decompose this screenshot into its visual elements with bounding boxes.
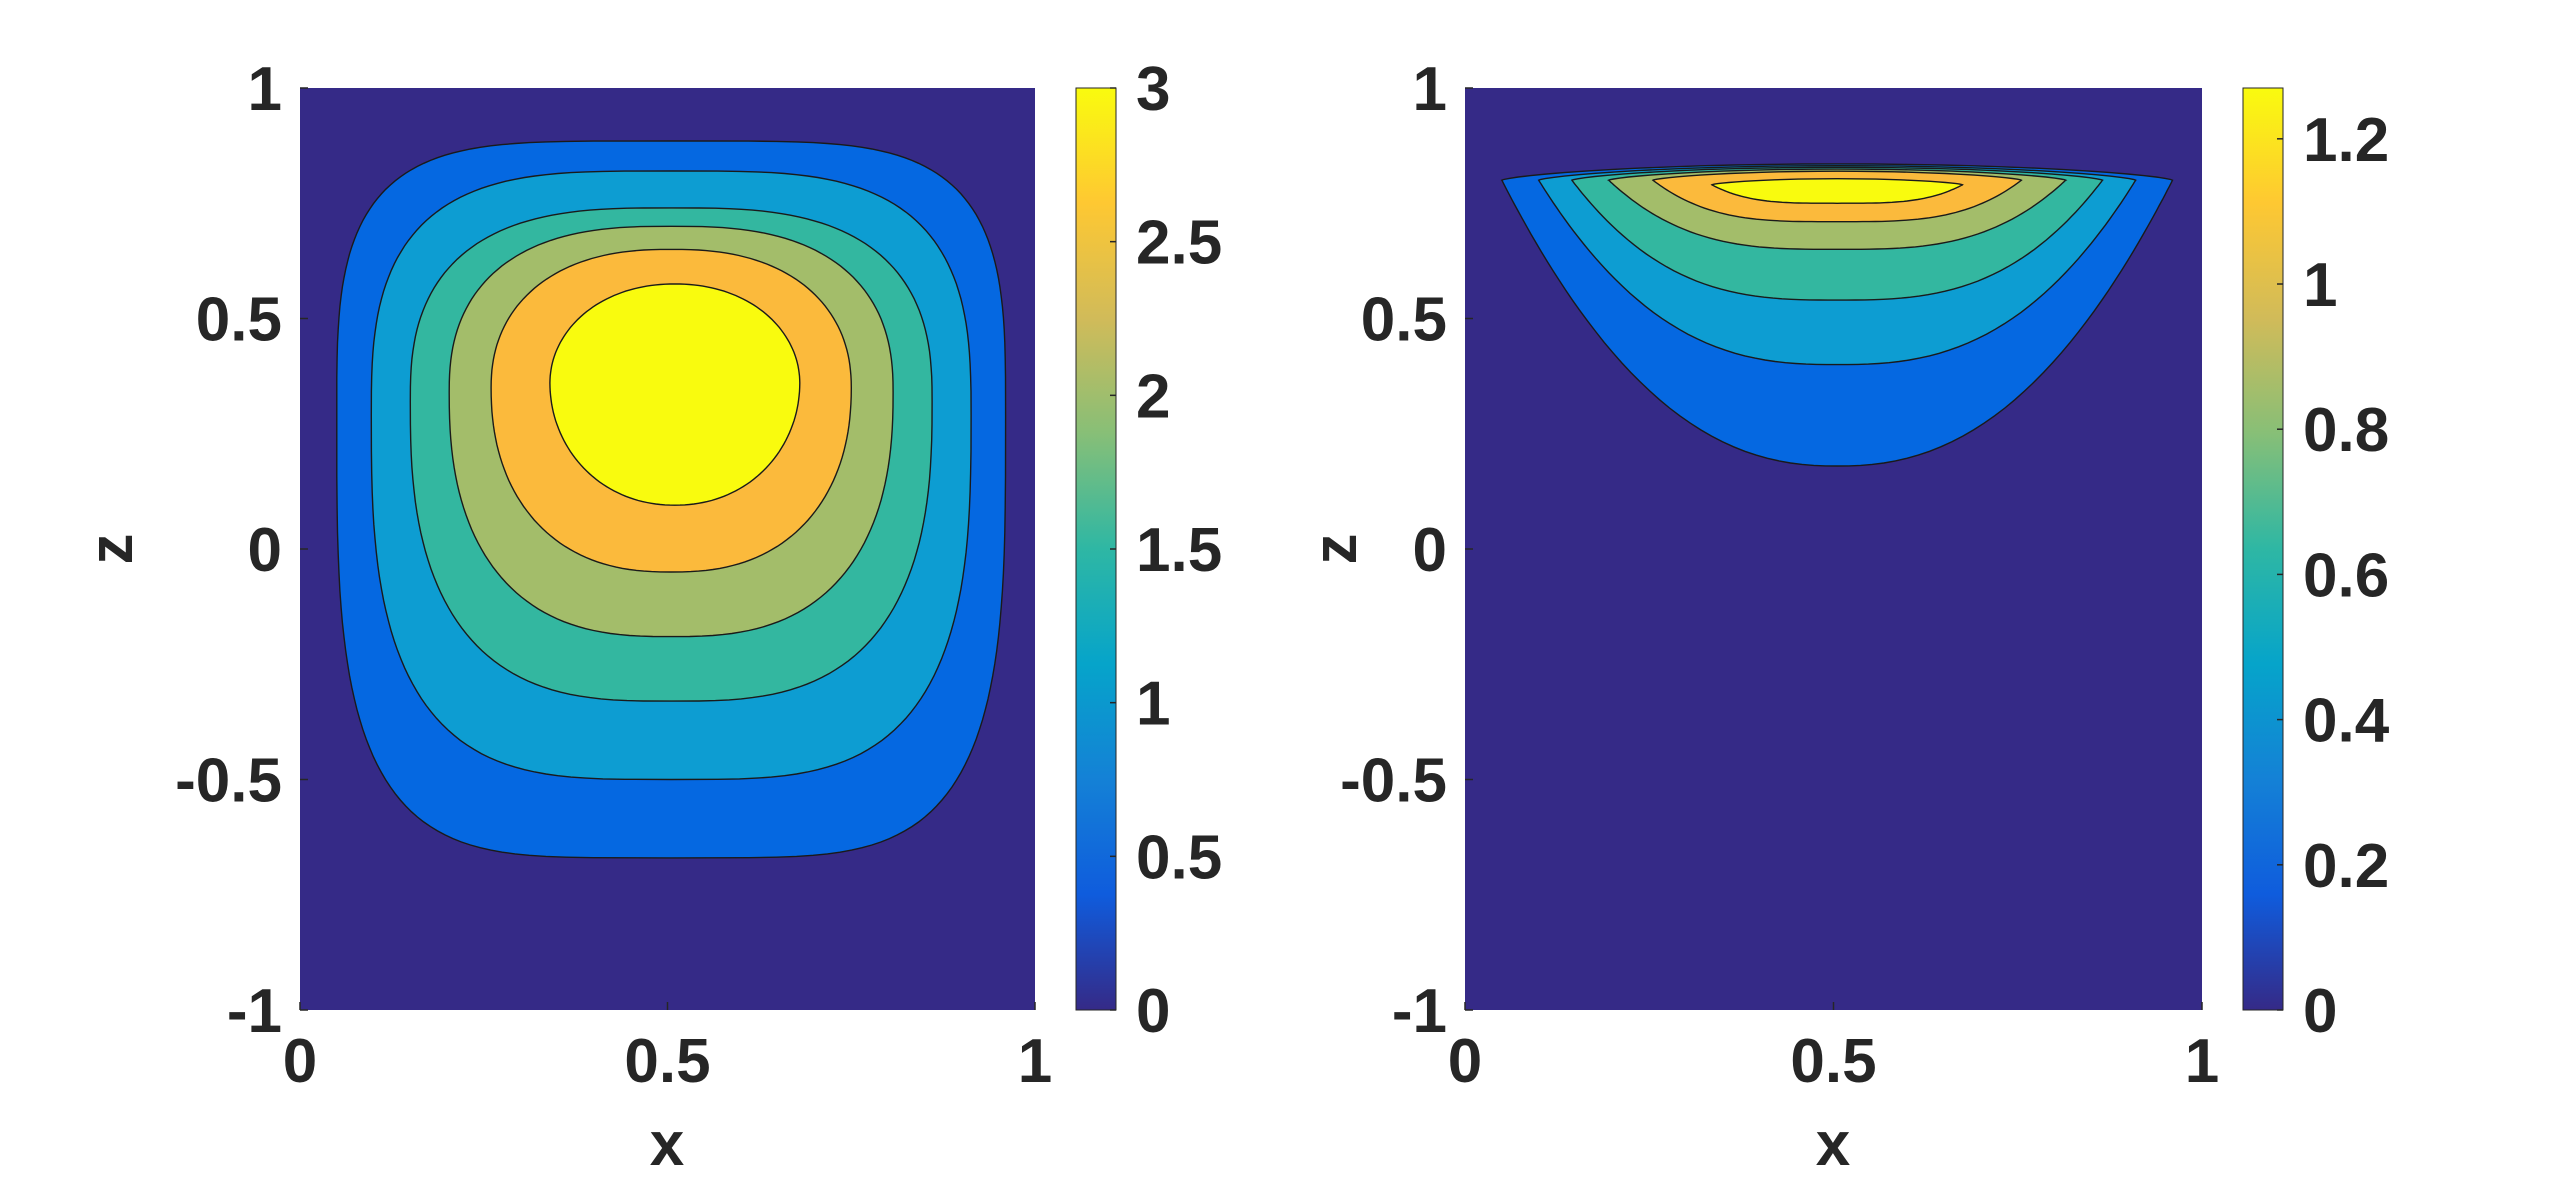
y-tick-label: 0 [248, 516, 282, 585]
left-x-ticks: 0 0.5 1 [283, 1002, 1052, 1096]
y-tick-label: 1 [1413, 55, 1447, 124]
colorbar-tick-label: 0.4 [2303, 687, 2390, 756]
right-plot: 0 0.5 1 10.50-0.5-1 x z [1301, 55, 2219, 1179]
y-tick-label: -1 [227, 977, 282, 1046]
y-tick-label: -1 [1392, 977, 1447, 1046]
x-tick-label: 1 [1018, 1027, 1052, 1096]
y-tick-label: -0.5 [1340, 747, 1447, 816]
colorbar-tick-label: 1.2 [2303, 106, 2389, 175]
right-y-ticks: 1 0.5 0 -0.5 -1 [1340, 55, 1473, 1046]
right-colorbar: 0 0.2 0.4 0.6 0.8 1 1.2 [2242, 87, 2390, 1046]
contour-level-6 [549, 283, 801, 506]
right-contours [1500, 163, 2174, 467]
right-colorbar-bar [2242, 87, 2284, 1011]
left-contours [336, 140, 1007, 859]
y-tick-label: 1 [248, 55, 282, 124]
x-tick-label: 0 [283, 1027, 317, 1096]
colorbar-tick-label: 0.6 [2303, 541, 2389, 610]
colorbar-tick-label: 2 [1136, 362, 1170, 431]
x-tick-label: 0.5 [624, 1027, 710, 1096]
left-y-axis-label: z [77, 534, 146, 565]
y-tick-label: 0 [1413, 516, 1447, 585]
left-x-axis-label: x [650, 1110, 685, 1179]
right-x-axis-label: x [1816, 1110, 1851, 1179]
colorbar-tick-label: 0.8 [2303, 396, 2389, 465]
colorbar-tick-label: 0.5 [1136, 823, 1222, 892]
x-tick-label: 0.5 [1790, 1027, 1876, 1096]
colorbar-tick-label: 1 [2303, 251, 2337, 320]
colorbar-tick-label: 0 [2303, 977, 2337, 1046]
x-tick-label: 1 [2185, 1027, 2219, 1096]
y-tick-label: 0.5 [196, 286, 282, 355]
colorbar-tick-label: 2.5 [1136, 209, 1222, 278]
colorbar-tick-label: 3 [1136, 55, 1170, 124]
right-colorbar-ticks: 0 0.2 0.4 0.6 0.8 1 1.2 [2277, 106, 2390, 1046]
right-x-ticks: 0 0.5 1 [1448, 1002, 2219, 1096]
left-plot: 0 0.5 1 10.50-0.5-1 x z [77, 55, 1052, 1179]
contour-level-6 [1710, 177, 1964, 205]
colorbar-tick-label: 1 [1136, 670, 1170, 739]
left-colorbar-ticks: 0 0.5 1 1.5 2 2.5 3 [1110, 55, 1222, 1046]
colorbar-tick-label: 0.2 [2303, 832, 2389, 901]
right-y-axis-label: z [1301, 534, 1370, 565]
y-tick-label: 0.5 [1361, 286, 1447, 355]
colorbar-tick-label: 1.5 [1136, 516, 1222, 585]
left-colorbar: 0 0.5 1 1.5 2 2.5 3 [1075, 55, 1222, 1046]
x-tick-label: 0 [1448, 1027, 1482, 1096]
y-tick-label: -0.5 [175, 747, 282, 816]
left-colorbar-bar [1075, 87, 1117, 1011]
left-y-ticks: 1 0.5 0 -0.5 -1 [175, 55, 308, 1046]
colorbar-tick-label: 0 [1136, 977, 1170, 1046]
